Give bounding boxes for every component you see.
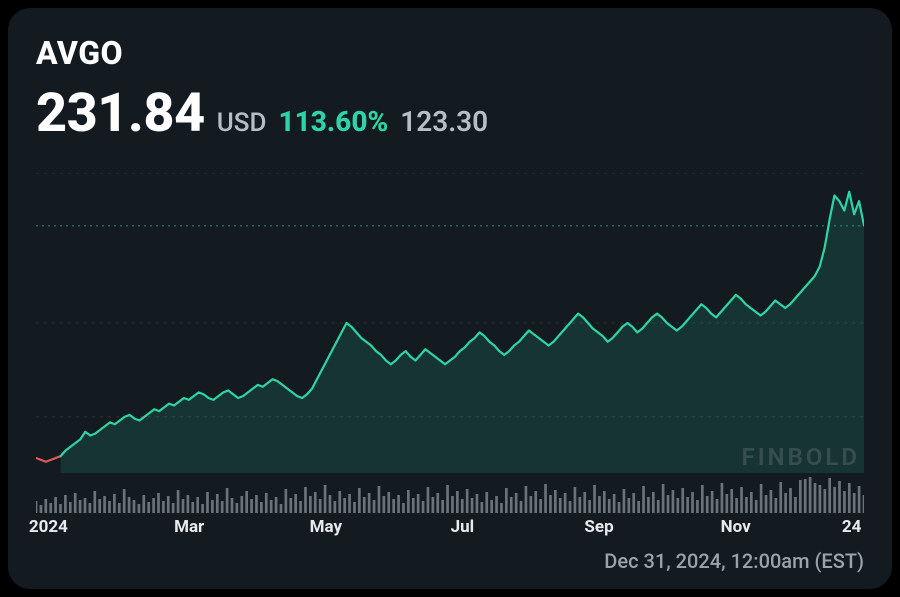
x-axis-tick: 2024 [29, 517, 68, 537]
x-axis-tick: Sep [584, 517, 613, 537]
percent-change: 113.60% [278, 105, 388, 138]
x-axis-labels: 2024MarMayJulSepNov24 [36, 517, 864, 539]
x-axis-tick: 24 [842, 517, 862, 537]
chart-svg [36, 173, 864, 513]
price-row: 231.84 USD 113.60% 123.30 [36, 82, 864, 145]
ticker-symbol: AVGO [36, 34, 864, 72]
x-axis-tick: Jul [451, 517, 475, 537]
absolute-change: 123.30 [400, 105, 488, 138]
x-axis-tick: Mar [174, 517, 204, 537]
currency-label: USD [217, 108, 267, 138]
timestamp: Dec 31, 2024, 12:00am (EST) [604, 549, 864, 573]
x-axis-tick: Nov [721, 517, 751, 537]
price-chart: FINBOLD [36, 173, 864, 513]
price-value: 231.84 [36, 82, 205, 145]
x-axis-tick: May [310, 517, 342, 537]
stock-card: AVGO 231.84 USD 113.60% 123.30 FINBOLD 2… [8, 8, 892, 589]
